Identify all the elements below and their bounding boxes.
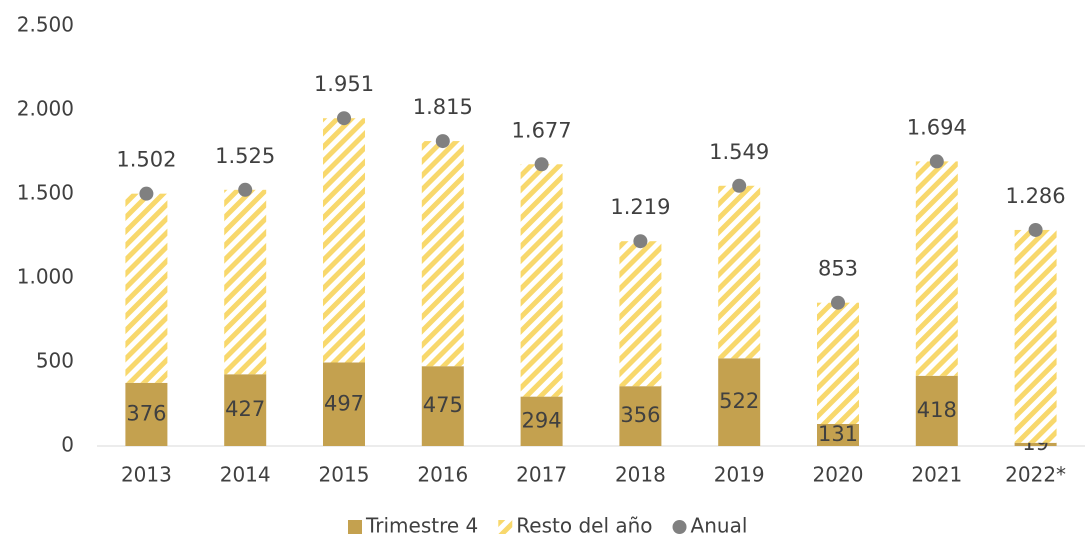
x-tick-label: 2013 (121, 463, 172, 487)
legend-label: Trimestre 4 (365, 514, 478, 538)
legend-label: Resto del año (516, 514, 652, 538)
bar-segment (1014, 442, 1057, 446)
data-label: 853 (818, 257, 858, 281)
point (732, 178, 747, 193)
bar-segment (224, 189, 267, 375)
point (337, 111, 351, 126)
bar-segment (817, 302, 859, 424)
x-tick-label: 2018 (615, 463, 666, 487)
bar-segment (520, 396, 563, 446)
legend-swatch (348, 520, 362, 534)
data-label: 1.694 (907, 115, 967, 139)
bar-segment (323, 362, 365, 446)
data-label: 1.525 (215, 144, 275, 168)
legend-label: Anual (691, 514, 748, 538)
x-tick-label: 2017 (516, 463, 567, 487)
point (534, 157, 549, 172)
data-label: 294 (522, 408, 562, 432)
point (633, 234, 648, 249)
y-tick-label: 0 (61, 433, 74, 457)
data-label: 522 (719, 389, 759, 413)
point (929, 154, 944, 169)
point (831, 295, 845, 310)
bar-segment (915, 375, 958, 446)
legend-swatch (672, 520, 687, 534)
data-label: 356 (620, 403, 660, 427)
bar-segment (421, 141, 464, 367)
data-label: 418 (917, 398, 957, 422)
bar-segment (915, 161, 958, 376)
bar-segment (619, 241, 662, 387)
data-label: 376 (126, 401, 166, 425)
point (238, 182, 253, 197)
bar-segment (125, 382, 168, 446)
data-label: 1.286 (1006, 184, 1066, 208)
data-label: 131 (818, 422, 858, 446)
x-tick-label: 2019 (714, 463, 765, 487)
y-tick-label: 1.000 (17, 265, 74, 289)
y-tick-label: 1.500 (17, 181, 74, 205)
x-tick-label: 2021 (911, 463, 962, 487)
bar-segment (718, 358, 761, 446)
y-tick-label: 2.000 (17, 97, 74, 121)
bar-segment (125, 193, 168, 383)
bar-segment (1014, 229, 1057, 443)
x-tick-label: 2015 (319, 463, 370, 487)
y-tick-label: 500 (36, 349, 74, 373)
point (139, 186, 154, 201)
x-tick-label: 2020 (813, 463, 864, 487)
data-label: 1.951 (314, 72, 374, 96)
bar-segment (718, 185, 761, 359)
data-label: 1.549 (709, 140, 769, 164)
point (435, 134, 450, 149)
point (1028, 222, 1043, 237)
data-label: 1.677 (512, 118, 572, 142)
data-label: 475 (423, 393, 463, 417)
data-label: 427 (225, 397, 265, 421)
bar-segment (619, 386, 662, 446)
y-tick-label: 2.500 (17, 13, 74, 37)
bar-segment (520, 164, 563, 397)
bar-segment (817, 423, 859, 446)
x-tick-label: 2022* (1005, 463, 1066, 487)
data-label: 1.219 (610, 195, 670, 219)
data-label: 497 (324, 391, 364, 415)
data-label: 1.502 (116, 148, 176, 172)
x-tick-label: 2014 (220, 463, 271, 487)
bar-segment (323, 118, 365, 363)
bar-segment (421, 366, 464, 446)
legend-swatch (498, 520, 513, 534)
x-tick-label: 2016 (417, 463, 468, 487)
bar-segment (224, 374, 267, 446)
data-label: 1.815 (413, 95, 473, 119)
